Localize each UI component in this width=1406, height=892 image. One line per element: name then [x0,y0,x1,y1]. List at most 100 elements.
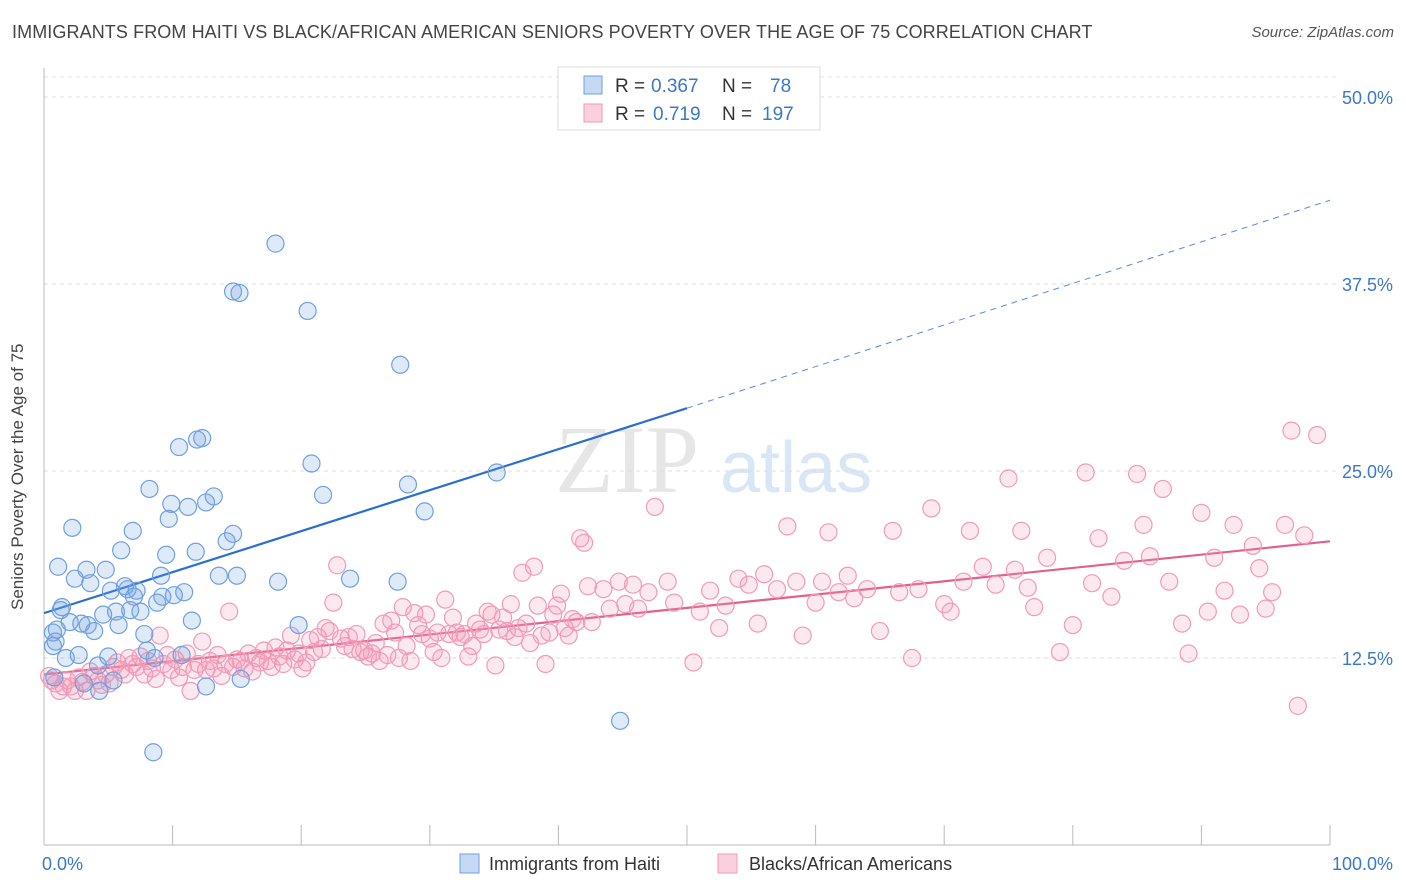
point-black-151 [665,593,684,612]
watermark-atlas: atlas [720,428,872,508]
point-black-200 [1153,479,1172,499]
point-black-47 [220,602,239,621]
point-black-40 [193,632,212,651]
point-haiti-52 [182,611,201,630]
y-tick-label-1: 25.0% [1342,462,1393,482]
point-black-177 [922,499,941,518]
legend-series-2-name: Blacks/African Americans [749,854,952,874]
point-black-110 [463,636,482,656]
point-black-213 [1263,583,1282,602]
point-haiti-25 [104,671,123,690]
point-black-80 [347,624,366,644]
point-black-212 [1256,599,1275,618]
point-black-208 [1224,515,1243,534]
point-haiti-57 [196,677,216,696]
point-black-181 [960,521,980,540]
point-haiti-71 [313,485,333,505]
legend-r-label-2: R = [615,104,645,125]
point-black-197 [1127,464,1147,484]
point-haiti-55 [193,428,212,448]
point-haiti-35 [131,602,150,621]
point-haiti-60 [217,532,236,551]
point-black-206 [1205,548,1224,567]
point-black-126 [524,557,544,576]
point-haiti-23 [99,647,118,666]
point-black-167 [819,523,838,542]
point-haiti-67 [268,572,288,591]
point-black-23 [127,657,146,677]
point-haiti-42 [151,566,171,585]
point-black-160 [755,565,774,584]
legend-n-value-2: 197 [762,104,794,125]
point-haiti-7 [52,598,72,617]
point-black-131 [544,605,563,624]
point-haiti-47 [164,586,183,605]
x-tick-label-0: 0.0% [42,854,83,874]
point-black-32 [162,660,181,680]
point-black-59 [266,638,285,657]
point-black-192 [1076,463,1095,482]
point-haiti-14 [74,674,93,693]
trend-line-haiti-solid [43,407,688,615]
point-black-143 [600,599,619,618]
point-black-90 [385,623,405,642]
watermark: ZIP atlas [555,406,872,513]
point-black-168 [829,583,848,602]
point-black-154 [701,581,720,600]
point-black-115 [482,605,501,624]
point-haiti-59 [209,566,228,585]
point-black-56 [254,641,274,660]
point-black-185 [1005,560,1025,579]
point-black-165 [806,593,825,612]
point-black-120 [501,595,520,614]
point-black-199 [1140,547,1160,566]
point-haiti-39 [144,743,163,762]
point-black-198 [1134,515,1153,534]
point-black-184 [999,469,1018,488]
point-black-176 [909,580,928,599]
legend-n-label-2: N = [722,104,752,125]
legend-n-label-1: N = [722,76,752,97]
legend-bottom-swatch-pink [717,853,738,874]
point-black-190 [1050,642,1070,662]
point-black-158 [739,575,758,594]
point-haiti-62 [227,566,246,585]
y-tick-labels: 12.5% 25.0% 37.5% 50.0% [1342,88,1393,669]
point-black-215 [1282,421,1301,440]
point-haiti-73 [388,572,407,591]
point-black-209 [1230,605,1250,624]
point-black-149 [645,497,664,517]
legend-r-value-1: 0.367 [651,76,699,97]
point-black-188 [1025,598,1044,617]
point-haiti-75 [398,475,418,494]
point-haiti-27 [109,615,128,635]
point-black-93 [397,636,416,656]
point-haiti-37 [137,641,156,660]
point-black-218 [1308,425,1327,445]
point-black-216 [1288,696,1307,715]
point-black-186 [1012,521,1031,540]
point-haiti-64 [223,282,243,301]
source-note: Source: ZipAtlas.com [1251,24,1394,41]
point-haiti-65 [230,283,249,303]
point-black-211 [1250,559,1269,578]
point-black-88 [378,645,397,665]
point-haiti-2 [45,668,64,687]
point-haiti-43 [153,587,172,606]
point-black-127 [528,596,547,615]
point-haiti-78 [611,711,630,730]
legend-stats: R = 0.367 N = 78 R = 0.719 N = 197 [557,66,821,131]
points-black-african-american [40,421,1327,715]
y-tick-label-3: 50.0% [1342,88,1393,108]
point-haiti-58 [204,487,223,506]
point-black-217 [1295,526,1314,545]
point-black-207 [1215,581,1234,600]
point-black-103 [436,590,455,609]
point-black-179 [941,602,960,621]
point-haiti-49 [172,645,191,665]
point-black-105 [443,608,463,627]
point-black-92 [393,598,412,617]
point-haiti-46 [162,494,181,514]
point-black-152 [684,653,703,672]
